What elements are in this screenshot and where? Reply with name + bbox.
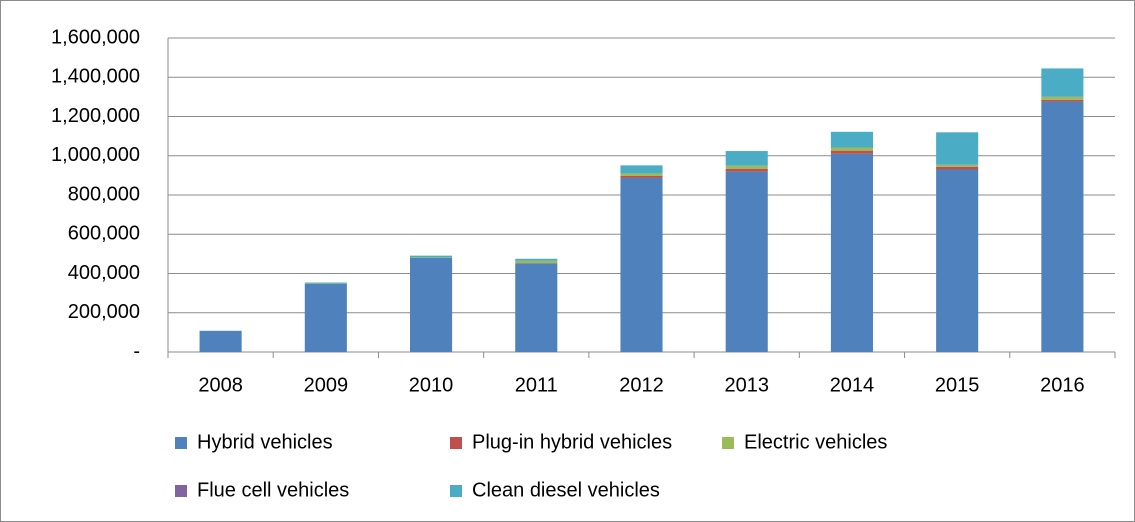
bar-segment [1041,101,1084,353]
legend-label: Hybrid vehicles [197,431,333,453]
bar-segment [936,164,979,167]
bar-segment [725,171,768,352]
bar-segment [725,168,768,172]
bar-segment [304,283,347,352]
x-tick-label: 2014 [830,374,875,396]
bar-segment [830,131,873,148]
y-tick-label: - [133,340,140,362]
x-tick-label: 2009 [304,374,349,396]
legend-swatch [450,485,462,497]
y-tick-label: 400,000 [68,262,140,284]
bar-segment [936,132,979,165]
legend-label: Plug-in hybrid vehicles [472,431,672,453]
bar-segment [936,166,979,170]
bar-segment [830,147,873,151]
x-tick-label: 2011 [515,374,558,396]
y-tick-label: 1,600,000 [51,26,140,48]
legend-swatch [450,437,462,449]
x-tick-label: 2016 [1040,374,1085,396]
bar-segment [936,169,979,352]
bar-segment [1041,68,1084,97]
bar-segment [1041,96,1084,100]
legend-label: Electric vehicles [744,431,887,453]
legend-label: Flue cell vehicles [197,479,349,501]
y-tick-label: 600,000 [68,223,140,245]
bar-segment [620,175,663,178]
x-tick-label: 2013 [724,374,769,396]
bar-segment [515,258,558,261]
y-tick-label: 1,400,000 [51,66,140,88]
x-tick-label: 2015 [935,374,980,396]
bar-segment [725,151,768,166]
bar-segment [1041,99,1084,102]
legend-swatch [175,485,187,497]
bar-segment [199,330,242,352]
x-tick-label: 2012 [619,374,664,396]
bar-segment [725,165,768,169]
bar-segment [410,255,453,258]
bar-segment [410,257,453,258]
x-tick-label: 2010 [409,374,454,396]
legend-swatch [175,437,187,449]
bar-segment [515,260,558,264]
bar-segment [830,153,873,352]
y-tick-label: 200,000 [68,301,140,323]
bar-segment [620,177,663,352]
y-tick-label: 800,000 [68,183,140,205]
x-tick-label: 2008 [198,374,243,396]
bar-segment [620,165,663,174]
bar-segment [304,282,347,284]
bar-segment [620,173,663,176]
bar-segment [410,257,453,352]
bar-segment [515,263,558,352]
legend-swatch [722,437,734,449]
y-tick-label: 1,000,000 [51,144,140,166]
bar-segment [830,150,873,154]
y-tick-label: 1,200,000 [51,105,140,127]
legend-label: Clean diesel vehicles [472,479,660,501]
